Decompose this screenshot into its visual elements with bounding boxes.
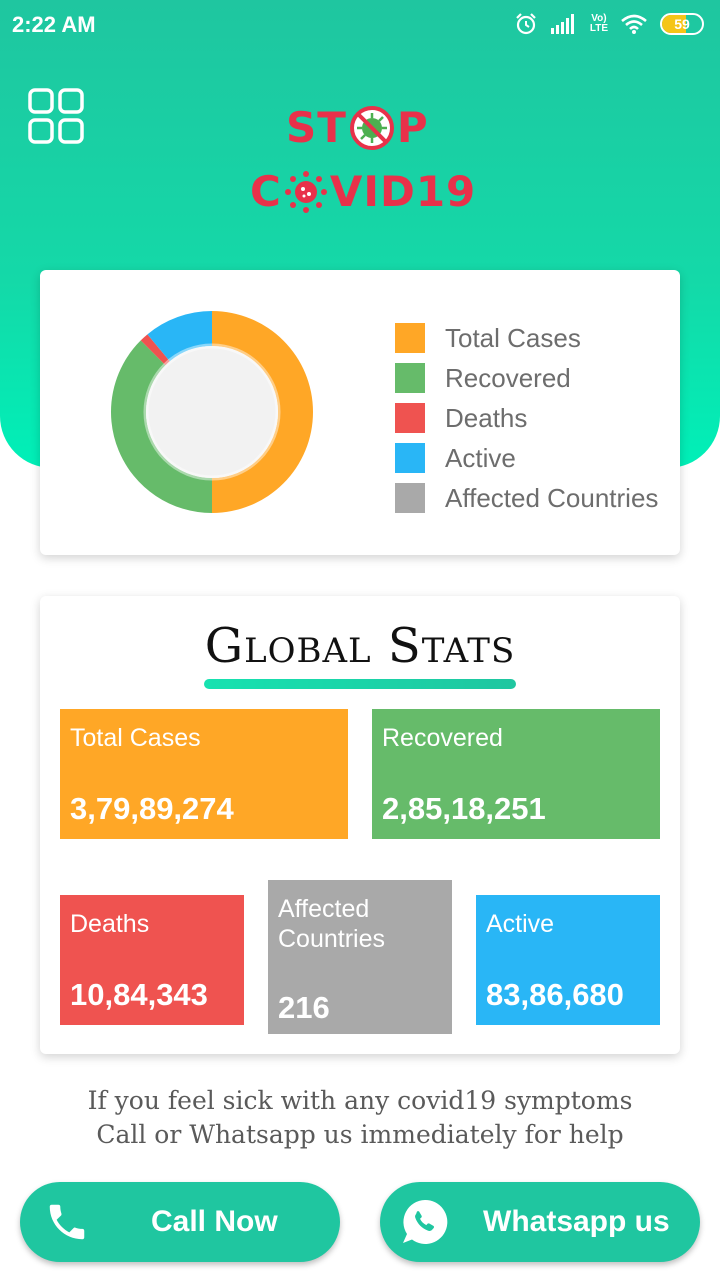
slice-deaths[interactable] xyxy=(140,334,170,366)
slice-total-cases[interactable] xyxy=(212,311,314,513)
logo-line-2: C VID19 xyxy=(250,167,477,216)
tile-value: 2,85,18,251 xyxy=(382,791,546,826)
legend-label: Affected Countries xyxy=(445,482,659,513)
virus-icon xyxy=(349,106,394,150)
legend-label: Active xyxy=(445,442,516,473)
status-icons: Vo) LTE 59 xyxy=(514,12,704,36)
legend-swatch xyxy=(395,363,425,393)
legend-item-active: Active xyxy=(395,438,658,478)
battery-icon: 59 xyxy=(660,13,704,35)
tile-label: Deaths xyxy=(70,910,150,938)
global-stats-card: Global Stats Total Cases 3,79,89,274 Rec… xyxy=(40,596,680,1054)
legend-item-deaths: Deaths xyxy=(395,398,658,438)
chart-legend: Total Cases Recovered Deaths Active Affe… xyxy=(395,318,658,518)
legend-item-recovered: Recovered xyxy=(395,358,658,398)
legend-swatch xyxy=(395,443,425,473)
stop-covid19-logo: ST P C VID19 xyxy=(240,100,480,220)
whatsapp-label: Whatsapp us xyxy=(483,1205,670,1238)
legend-swatch xyxy=(395,483,425,513)
help-line-1: If you feel sick with any covid19 sympto… xyxy=(87,1086,633,1115)
active-tile[interactable]: Active 83,86,680 xyxy=(476,895,660,1025)
slice-active[interactable] xyxy=(147,311,212,362)
slice-recovered[interactable] xyxy=(111,340,213,513)
grid-menu-icon[interactable] xyxy=(28,88,84,144)
help-line-2: Call or Whatsapp us immediately for help xyxy=(96,1120,624,1149)
network-type: Vo) LTE xyxy=(589,13,608,34)
donut-chart[interactable] xyxy=(110,310,314,514)
tile-value: 3,79,89,274 xyxy=(70,791,234,826)
signal-icon xyxy=(550,14,574,34)
legend-label: Deaths xyxy=(445,402,528,433)
tile-label-line-2: Countries xyxy=(278,925,385,953)
tile-value: 83,86,680 xyxy=(486,977,624,1012)
status-time: 2:22 AM xyxy=(12,12,96,37)
recovered-tile[interactable]: Recovered 2,85,18,251 xyxy=(372,709,660,839)
phone-icon xyxy=(49,1204,85,1240)
legend-swatch xyxy=(395,323,425,353)
legend-swatch xyxy=(395,403,425,433)
tile-label-line-1: Affected xyxy=(278,895,370,923)
battery-level: 59 xyxy=(674,16,690,32)
tile-label: Total Cases xyxy=(70,724,201,752)
tile-label: Active xyxy=(486,910,555,938)
battery-fill xyxy=(662,15,686,33)
deaths-tile[interactable]: Deaths 10,84,343 xyxy=(60,895,244,1025)
help-text: If you feel sick with any covid19 sympto… xyxy=(0,1084,720,1152)
title-underline xyxy=(204,679,516,689)
global-stats-title: Global Stats xyxy=(204,618,516,674)
legend-label: Total Cases xyxy=(445,322,581,353)
status-bar: 2:22 AM Vo) LTE 59 xyxy=(0,0,720,54)
alarm-icon xyxy=(516,13,536,35)
affected-countries-tile[interactable]: Affected Countries 216 xyxy=(268,880,452,1034)
whatsapp-icon xyxy=(403,1199,448,1244)
chart-card: Total Cases Recovered Deaths Active Affe… xyxy=(40,270,680,555)
donut-hole xyxy=(143,343,281,481)
wifi-icon xyxy=(621,14,647,34)
tile-value: 216 xyxy=(278,990,330,1025)
legend-item-total-cases: Total Cases xyxy=(395,318,658,358)
legend-item-affected-countries: Affected Countries xyxy=(395,478,658,518)
virus-o-icon xyxy=(284,171,327,213)
legend-label: Recovered xyxy=(445,362,571,393)
total-cases-tile[interactable]: Total Cases 3,79,89,274 xyxy=(60,709,348,839)
call-now-button[interactable]: Call Now xyxy=(20,1182,340,1262)
logo-line-1: ST P xyxy=(286,103,429,152)
call-now-label: Call Now xyxy=(151,1205,278,1238)
whatsapp-button[interactable]: Whatsapp us xyxy=(380,1182,700,1262)
tile-value: 10,84,343 xyxy=(70,977,208,1012)
tile-label: Recovered xyxy=(382,724,503,752)
